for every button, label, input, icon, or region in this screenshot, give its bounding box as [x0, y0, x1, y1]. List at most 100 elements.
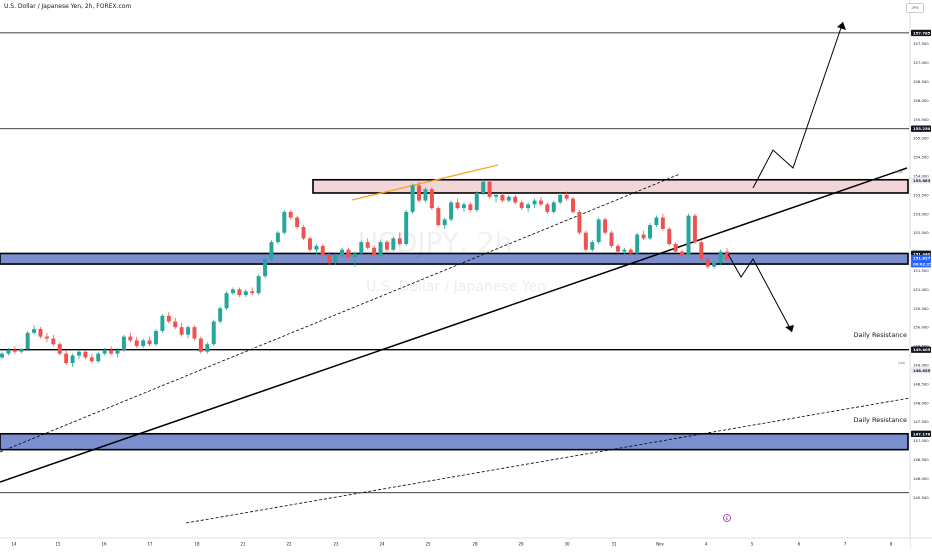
time-tick-label: 22 — [286, 542, 292, 547]
price-label-box — [911, 430, 931, 438]
candle — [442, 217, 447, 229]
candle — [173, 317, 178, 330]
candle-body — [128, 336, 133, 341]
candle — [519, 200, 524, 210]
price-tick-label: 149.000 — [913, 362, 929, 367]
candle-body — [83, 351, 88, 358]
high-marker-label: High — [895, 170, 903, 174]
candle-body — [32, 329, 37, 333]
orange-resistance-line — [351, 164, 499, 201]
candle-body — [583, 232, 588, 250]
candle — [545, 202, 550, 214]
candle-body — [147, 340, 152, 345]
time-tick-label: 28 — [472, 542, 478, 547]
candle-body — [77, 351, 81, 356]
candle — [487, 179, 492, 199]
candle-body — [372, 247, 377, 256]
price-tick-label: 154.500 — [913, 155, 929, 160]
price-tick-label: 146.000 — [913, 476, 929, 481]
candle — [680, 249, 685, 258]
candle-body — [96, 353, 101, 362]
candle — [352, 251, 357, 267]
candle-body — [12, 349, 17, 352]
candle — [622, 247, 627, 256]
candle — [333, 253, 338, 265]
candle-body — [461, 204, 466, 209]
price-label: 151.940 — [913, 251, 931, 256]
candle — [192, 325, 197, 341]
candle — [327, 251, 332, 265]
candle — [121, 334, 126, 352]
candle — [295, 215, 300, 229]
price-tick-label: 150.000 — [913, 325, 929, 330]
candle — [551, 200, 556, 214]
candle — [96, 351, 101, 364]
zone-supply — [312, 178, 909, 194]
candle — [198, 336, 203, 354]
time-tick-label: 24 — [379, 542, 385, 547]
candle-body — [686, 215, 691, 256]
price-tick-label: 148.500 — [913, 381, 929, 386]
candle — [590, 240, 595, 252]
candle — [0, 351, 4, 360]
price-tick-label: 150.500 — [913, 306, 929, 311]
time-tick-label: 8 — [890, 542, 893, 547]
price-axis-bg — [910, 0, 932, 550]
candle-body — [494, 194, 499, 197]
candle — [705, 257, 710, 269]
candle-body — [615, 245, 620, 252]
candle — [19, 347, 24, 354]
candle — [635, 232, 640, 256]
candle — [378, 240, 383, 258]
time-tick-label: 18 — [194, 542, 200, 547]
candle — [102, 347, 107, 356]
candle-body — [628, 249, 633, 254]
price-label-box — [911, 125, 931, 132]
candle — [250, 287, 255, 296]
candle-body — [654, 217, 659, 226]
watermark-ticker: USDJPY, 2h — [358, 226, 513, 259]
candle-body — [423, 189, 428, 201]
candle — [359, 240, 364, 256]
price-tick-label: 152.500 — [913, 230, 929, 235]
candle-body — [38, 329, 43, 337]
price-tick-label: 151.500 — [913, 268, 929, 273]
price-label: 149.405 — [913, 347, 931, 352]
candle — [455, 198, 460, 210]
price-tick-label: 157.000 — [913, 60, 929, 65]
candle-body — [314, 245, 319, 250]
candle-body — [121, 336, 126, 350]
candle-body — [692, 215, 697, 243]
candle — [628, 247, 633, 256]
price-tick-label: 146.500 — [913, 457, 929, 462]
dashed-trendline-upper — [0, 173, 681, 453]
candle — [179, 323, 184, 337]
candle-body — [179, 327, 184, 335]
candle-body — [0, 353, 4, 358]
price-axis[interactable]: 157.500 157.000 156.500 156.000 155.500 155.0… — [909, 0, 932, 550]
candle — [147, 336, 152, 347]
price-tick-label: 153.000 — [913, 211, 929, 216]
price-tick-label: 151.000 — [913, 287, 929, 292]
candle-body — [198, 338, 203, 352]
candle — [564, 191, 569, 201]
candle — [603, 217, 608, 235]
candle-body — [51, 338, 56, 345]
candle-body — [455, 202, 460, 209]
bullish-arrowhead — [837, 22, 846, 30]
candle-body — [635, 234, 640, 254]
time-axis[interactable]: 14 15 16 17 18 21 22 23 24 25 28 29 30 31 Nov 4 5 6 7 8 — [0, 537, 932, 550]
candle — [224, 291, 229, 311]
candle — [609, 230, 614, 248]
candle-body — [359, 242, 364, 254]
economic-event-icon — [723, 514, 731, 522]
candle-body — [115, 349, 120, 354]
price-label: 151.827 — [913, 256, 931, 261]
candle-body — [673, 244, 678, 252]
currency-menu-button[interactable]: JP¥ — [906, 3, 924, 13]
candle-body — [384, 242, 389, 250]
candle — [141, 338, 146, 348]
candle — [307, 236, 312, 252]
